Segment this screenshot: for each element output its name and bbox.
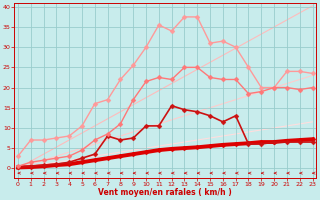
- X-axis label: Vent moyen/en rafales ( km/h ): Vent moyen/en rafales ( km/h ): [98, 188, 232, 197]
